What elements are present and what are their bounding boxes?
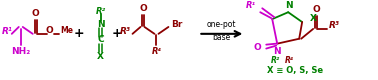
Text: Me: Me bbox=[60, 26, 73, 35]
Text: O: O bbox=[312, 5, 320, 14]
Text: O: O bbox=[32, 9, 40, 18]
Text: X ≡ O, S, Se: X ≡ O, S, Se bbox=[267, 66, 323, 75]
Text: R⁴: R⁴ bbox=[152, 47, 161, 56]
Text: +: + bbox=[73, 27, 84, 40]
Text: NH₂: NH₂ bbox=[11, 47, 30, 56]
Text: R¹: R¹ bbox=[2, 27, 12, 36]
Text: Br: Br bbox=[171, 20, 182, 28]
Text: N: N bbox=[273, 47, 281, 56]
Text: N: N bbox=[285, 1, 293, 10]
Text: one-pot: one-pot bbox=[207, 20, 236, 28]
Text: R⁴: R⁴ bbox=[285, 56, 294, 65]
Text: X: X bbox=[310, 14, 317, 23]
Text: N: N bbox=[97, 20, 104, 28]
Text: R²: R² bbox=[96, 7, 105, 16]
Text: C: C bbox=[97, 35, 104, 44]
Text: O: O bbox=[46, 26, 54, 35]
Text: O: O bbox=[139, 4, 147, 13]
Text: R¹: R¹ bbox=[246, 1, 256, 10]
Text: R²: R² bbox=[271, 56, 280, 65]
Text: X: X bbox=[97, 52, 104, 61]
Text: R³: R³ bbox=[328, 21, 339, 30]
Text: R³: R³ bbox=[120, 27, 131, 36]
Text: base: base bbox=[212, 33, 231, 42]
Text: +: + bbox=[111, 27, 122, 40]
Text: O: O bbox=[253, 43, 261, 52]
